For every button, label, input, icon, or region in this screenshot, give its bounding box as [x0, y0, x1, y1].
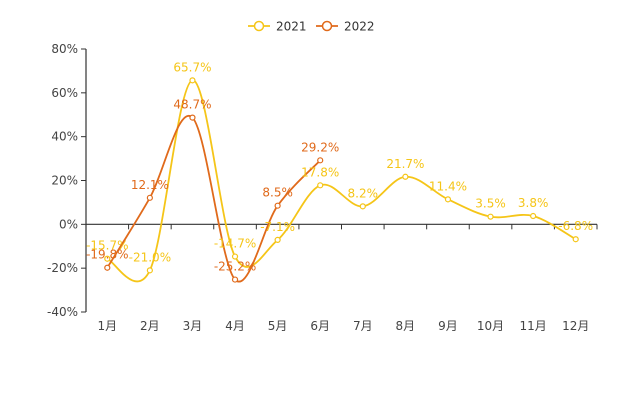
legend-label: 2021 [276, 20, 307, 34]
x-tick-label: 6月 [310, 319, 330, 333]
data-label-2021: 17.8% [301, 165, 339, 179]
x-tick-label: 11月 [519, 319, 546, 333]
x-tick-label: 8月 [396, 319, 416, 333]
data-point-2021[interactable] [104, 255, 111, 262]
axes: -40% -20% 0% 20% 40% 60% 80% 1月 2月 3月 4月 5月 6月 7月 8月 9月… [47, 42, 598, 333]
legend-item-2022[interactable]: 2022 [316, 20, 375, 34]
data-point-2022[interactable] [317, 157, 324, 164]
data-label-2021: -14.7% [214, 237, 256, 251]
series-layer [104, 77, 579, 283]
x-tick-label: 12月 [562, 319, 589, 333]
data-point-2021[interactable] [274, 236, 281, 243]
x-tick-label: 1月 [97, 319, 117, 333]
legend-marker-icon [321, 20, 333, 32]
data-point-2021[interactable] [317, 182, 324, 189]
y-tick-label: 40% [51, 130, 78, 144]
y-tick-label: -40% [47, 305, 78, 319]
data-label-2021: -21.0% [129, 250, 171, 264]
y-tick-label: 80% [51, 42, 78, 56]
data-label-2022: 48.7% [173, 98, 211, 112]
legend-marker-icon [253, 20, 265, 32]
data-label-2021: 21.7% [386, 157, 424, 171]
data-point-2021[interactable] [146, 267, 153, 274]
data-point-2022[interactable] [274, 202, 281, 209]
data-label-2021: 11.4% [429, 179, 467, 193]
data-point-2021[interactable] [359, 203, 366, 210]
data-label-2022: 12.1% [131, 178, 169, 192]
x-tick-label: 10月 [477, 319, 504, 333]
data-point-2021[interactable] [530, 212, 537, 220]
data-label-2022: -25.2% [214, 260, 256, 274]
data-label-2021: -15.7% [86, 239, 128, 253]
data-label-2021: 65.7% [173, 60, 211, 74]
data-point-2021[interactable] [572, 236, 579, 243]
data-label-2021: 8.2% [348, 186, 379, 200]
data-label-2021: 3.5% [475, 197, 506, 211]
data-point-2022[interactable] [231, 276, 239, 283]
y-tick-label: 20% [51, 174, 78, 188]
data-point-2021[interactable] [231, 253, 239, 260]
x-tick-label: 2月 [140, 319, 160, 333]
legend[interactable]: 2021 2022 [248, 20, 375, 34]
data-point-2021[interactable] [402, 173, 409, 180]
data-label-2022: 29.2% [301, 140, 339, 154]
x-tick-label: 7月 [353, 319, 373, 333]
legend-item-2021[interactable]: 2021 [248, 20, 307, 34]
data-label-2022: -19.8% [86, 248, 128, 262]
data-point-2021[interactable] [487, 213, 494, 220]
data-label-2021: -7.1% [260, 220, 295, 234]
data-point-2021[interactable] [189, 77, 196, 84]
data-point-2021[interactable] [444, 196, 452, 203]
data-point-2022[interactable] [104, 264, 111, 271]
y-tick-label: 0% [59, 217, 78, 231]
y-tick-label: -20% [47, 261, 78, 275]
x-tick-label: 9月 [438, 319, 458, 333]
data-label-2022: 8.5% [262, 186, 293, 200]
legend-label: 2022 [344, 20, 375, 34]
data-point-2022[interactable] [146, 194, 153, 201]
x-tick-label: 3月 [183, 319, 203, 333]
data-point-2022[interactable] [189, 114, 196, 121]
data-label-2021: -6.8% [558, 219, 593, 233]
data-label-layer: -15.7%-21.0% 65.7% -14.7% -7.1% 17.8% 8.2% 21.… [86, 60, 593, 273]
data-label-2021: 3.8% [518, 196, 549, 210]
x-tick-label: 4月 [225, 319, 245, 333]
x-tick-label: 5月 [268, 319, 288, 333]
y-tick-label: 60% [51, 86, 78, 100]
